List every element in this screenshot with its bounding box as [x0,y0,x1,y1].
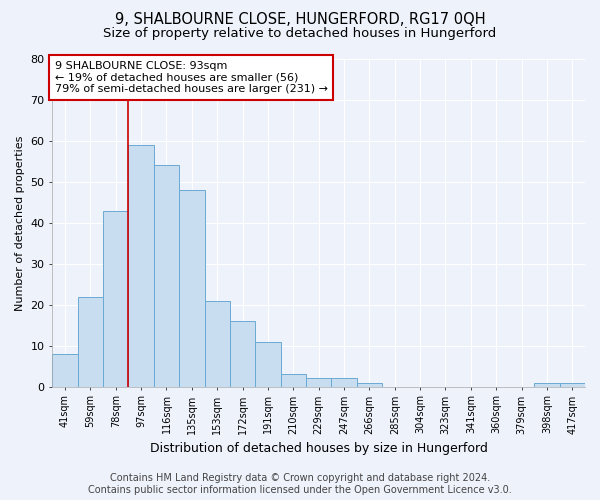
Bar [77,296,103,386]
Bar [357,382,382,386]
Bar [179,190,205,386]
Bar [52,354,77,386]
Text: 9, SHALBOURNE CLOSE, HUNGERFORD, RG17 0QH: 9, SHALBOURNE CLOSE, HUNGERFORD, RG17 0Q… [115,12,485,28]
Bar [560,382,585,386]
Bar [103,210,128,386]
Bar [255,342,281,386]
Text: Contains HM Land Registry data © Crown copyright and database right 2024.
Contai: Contains HM Land Registry data © Crown c… [88,474,512,495]
Bar [534,382,560,386]
Bar [154,166,179,386]
X-axis label: Distribution of detached houses by size in Hungerford: Distribution of detached houses by size … [150,442,488,455]
Bar [331,378,357,386]
Bar [205,300,230,386]
Bar [128,145,154,386]
Text: 9 SHALBOURNE CLOSE: 93sqm
← 19% of detached houses are smaller (56)
79% of semi-: 9 SHALBOURNE CLOSE: 93sqm ← 19% of detac… [55,61,328,94]
Bar [306,378,331,386]
Bar [281,374,306,386]
Text: Size of property relative to detached houses in Hungerford: Size of property relative to detached ho… [103,28,497,40]
Bar [230,321,255,386]
Y-axis label: Number of detached properties: Number of detached properties [15,135,25,310]
